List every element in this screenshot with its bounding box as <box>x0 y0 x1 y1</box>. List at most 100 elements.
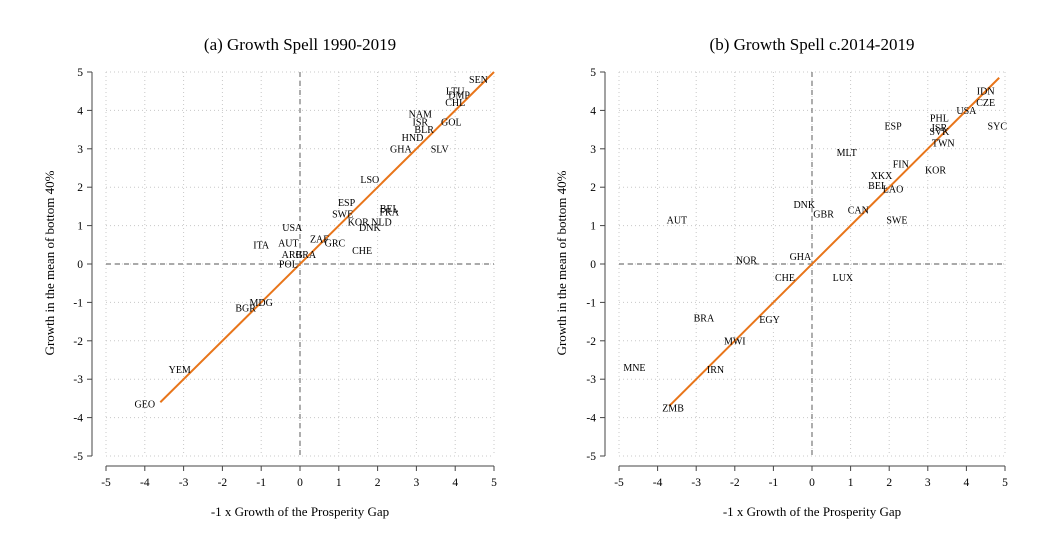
panel-b-y-tick-label: 4 <box>590 105 596 117</box>
panel-a-point-dnk: DNK <box>359 223 381 234</box>
panel-a-point-che: CHE <box>352 246 372 257</box>
panel-a-y-tick-label: 3 <box>77 144 83 156</box>
panel-a-title: (a) Growth Spell 1990-2019 <box>204 35 396 54</box>
panel-a-y-tick-label: 5 <box>77 67 83 79</box>
panel-b-axes <box>600 71 1006 471</box>
panel-a-point-isr: ISR <box>412 117 428 128</box>
panel-b-x-axis-title: -1 x Growth of the Prosperity Gap <box>723 504 901 519</box>
panel-b-point-lux: LUX <box>833 273 854 284</box>
panel-a-point-mdg: MDG <box>250 298 273 309</box>
panel-a-point-nam: NAM <box>409 110 432 121</box>
panel-a-point-swe: SWE <box>332 210 353 221</box>
panel-a-point-chl: CHL <box>445 98 465 109</box>
panel-a-x-tick-label: 2 <box>375 477 381 489</box>
panel-a-point-esp: ESP <box>338 198 356 209</box>
panel-a-point-sen: SEN <box>469 75 488 86</box>
panel-a-x-tick-label: 1 <box>336 477 342 489</box>
panel-a-x-tick-label: -4 <box>140 477 150 489</box>
panel-b-x-tick-label: 3 <box>925 477 931 489</box>
panel-b-point-fin: FIN <box>893 160 909 171</box>
panel-b-point-zmb: ZMB <box>662 404 684 415</box>
panel-a-y-tick-label: -3 <box>73 374 83 386</box>
panel-b-y-axis-title: Growth in the mean of bottom 40% <box>554 170 569 355</box>
panel-a-x-tick-label: -3 <box>179 477 189 489</box>
panel-b-y-tick-label: -2 <box>586 336 596 348</box>
panel-a-point-blr: BLR <box>414 125 434 136</box>
panel-a-point-slv: SLV <box>431 144 450 155</box>
panel-b-point-lao: LAO <box>883 185 904 196</box>
panel-a-point-grc: GRC <box>325 238 346 249</box>
panel-b-y-tick-label: 1 <box>590 221 596 233</box>
panel-b-y-tick-label: -5 <box>586 451 596 463</box>
panel-a-x-tick-label: 0 <box>297 477 303 489</box>
panel-a-y-tick-label: -5 <box>73 451 83 463</box>
panel-a-point-bel: BEL <box>380 204 399 215</box>
panel-a-x-tick-label: 3 <box>414 477 420 489</box>
panel-a-y-tick-label: 4 <box>77 105 83 117</box>
panel-a-x-tick-label: -1 <box>256 477 266 489</box>
panel-a-y-tick-label: 1 <box>77 221 83 233</box>
panel-a-y-tick-label: -2 <box>73 336 83 348</box>
panel-b-y-tick-label: 5 <box>590 67 596 79</box>
panel-a-point-pol: POL <box>279 260 298 271</box>
panel-b-point-cze: CZE <box>976 98 995 109</box>
panel-a-y-tick-label: -4 <box>73 413 83 425</box>
panel-b-point-gha: GHA <box>790 252 812 263</box>
panel-b-point-can: CAN <box>848 206 869 217</box>
panel-b-x-tick-label: -5 <box>614 477 624 489</box>
panel-b-y-tick-label: -1 <box>586 297 596 309</box>
panel-b-point-idn: IDN <box>977 87 995 98</box>
panel-a-axes <box>87 71 495 471</box>
panel-b-fit-line-group <box>668 77 1000 407</box>
panel-a-point-lso: LSO <box>360 175 379 186</box>
panel-a-point-nld: NLD <box>371 217 392 228</box>
panel-a-growth-1990-2019: (a) Growth Spell 1990-2019 -5 -4 -3 -2 -1 0 1 2… <box>42 35 497 519</box>
panel-b-x-tick-label: -1 <box>769 477 779 489</box>
panel-a-x-tick-label: -2 <box>218 477 228 489</box>
panel-b-title: (b) Growth Spell c.2014-2019 <box>710 35 915 54</box>
panel-a-y-tick-label: 2 <box>77 182 83 194</box>
panel-b-point-nor: NOR <box>736 256 757 267</box>
panel-b-x-tick-label: 1 <box>848 477 854 489</box>
panel-b-point-che: CHE <box>775 273 795 284</box>
panel-a-fit-line <box>159 71 495 403</box>
panel-b-point-mwi: MWI <box>724 336 746 347</box>
panel-b-point-irn: IRN <box>707 365 724 376</box>
panel-b-x-tick-label: -3 <box>691 477 701 489</box>
panel-a-point-ltu: LTU <box>446 87 465 98</box>
panel-a-point-gol: GOL <box>441 117 462 128</box>
panel-a-point-zaf: ZAF <box>310 235 329 246</box>
panel-b-x-tick-label: 0 <box>809 477 815 489</box>
panel-b-y-tick-label: -4 <box>586 413 596 425</box>
panel-b-point-kor: KOR <box>925 165 946 176</box>
panel-b-point-phl: PHL <box>930 114 949 125</box>
panel-b-y-tick-label: -3 <box>586 374 596 386</box>
panel-b-point-esp: ESP <box>884 121 902 132</box>
panel-b-point-swe: SWE <box>886 215 907 226</box>
panel-b-point-syc: SYC <box>988 121 1008 132</box>
panel-b-y-tick-label: 0 <box>590 259 596 271</box>
panel-a-point-aut: AUT <box>278 238 299 249</box>
panel-b-y-tick-label: 3 <box>590 144 596 156</box>
panel-b-point-dnk: DNK <box>793 200 815 211</box>
panel-a-point-geo: GEO <box>135 400 156 411</box>
panel-a-point-bra: BRA <box>296 250 317 261</box>
panel-a-x-tick-label: 4 <box>452 477 458 489</box>
panel-b-point-bel: BEL <box>868 181 887 192</box>
panel-b-x-tick-label: -4 <box>653 477 663 489</box>
panel-b-x-tick-label: -2 <box>730 477 740 489</box>
panel-b-x-tick-label: 5 <box>1002 477 1008 489</box>
panel-a-point-fra: FRA <box>380 208 400 219</box>
panel-a-y-tick-label: -1 <box>73 297 83 309</box>
panel-b-point-egy: EGY <box>759 315 780 326</box>
panel-a-point-gha: GHA <box>390 144 412 155</box>
panel-a-fit-line-group <box>159 71 495 403</box>
panel-a-point-arg: ARG <box>282 250 303 261</box>
panel-a-x-axis-title: -1 x Growth of the Prosperity Gap <box>211 504 389 519</box>
panel-a-tick-labels: -5 -4 -3 -2 -1 0 1 2 3 4 5 -5 -4 -3 -2 -1 0 1 2 3 4 5 <box>73 67 497 489</box>
panel-a-y-tick-label: 0 <box>77 259 83 271</box>
panel-a-point-bgr: BGR <box>235 304 256 315</box>
